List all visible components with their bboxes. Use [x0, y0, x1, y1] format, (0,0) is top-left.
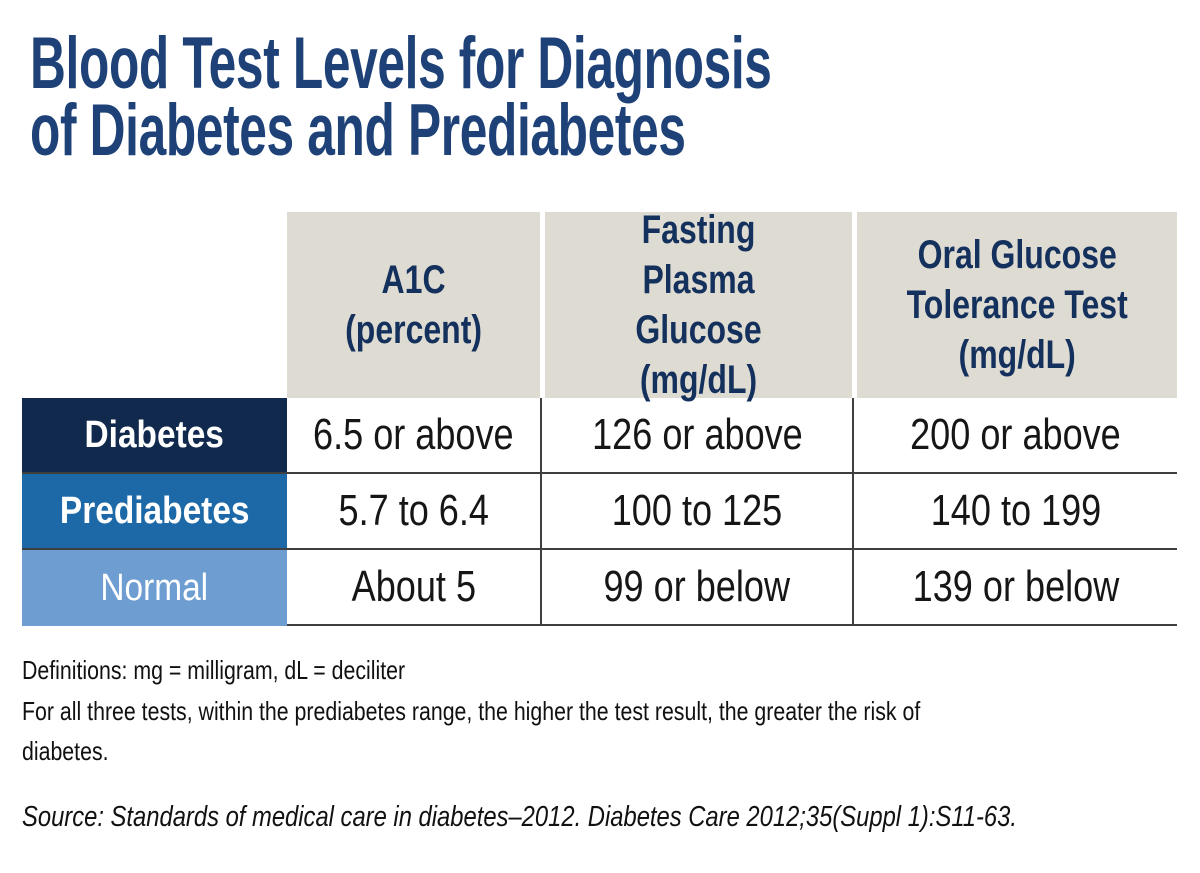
cell-normal-ogtt: 139 or below — [852, 550, 1177, 626]
cell-diabetes-ogtt: 200 or above — [852, 398, 1177, 474]
cell-diabetes-a1c: 6.5 or above — [287, 398, 540, 474]
cell-prediabetes-a1c: 5.7 to 6.4 — [287, 474, 540, 550]
cell-normal-ogtt-value: 139 or below — [912, 562, 1119, 611]
prediabetes-range-note-text: For all three tests, within the prediabe… — [22, 696, 921, 766]
column-header-ogtt-label: Oral Glucose Tolerance Test (mg/dL) — [906, 233, 1128, 377]
cell-diabetes-ogtt-value: 200 or above — [910, 410, 1121, 459]
source-citation-text: Source: Standards of medical care in dia… — [22, 801, 1017, 833]
column-header-a1c: A1C (percent) — [287, 212, 540, 398]
cell-normal-a1c-value: About 5 — [351, 562, 476, 611]
cell-prediabetes-a1c-value: 5.7 to 6.4 — [338, 486, 489, 535]
row-header-diabetes: Diabetes — [22, 398, 287, 474]
cell-normal-a1c: About 5 — [287, 550, 540, 626]
cell-normal-fpg: 99 or below — [540, 550, 852, 626]
row-header-diabetes-label: Diabetes — [84, 413, 225, 456]
cell-prediabetes-ogtt-value: 140 to 199 — [930, 486, 1101, 535]
cell-diabetes-fpg-value: 126 or above — [591, 410, 803, 459]
row-header-prediabetes: Prediabetes — [22, 474, 287, 550]
table-corner-cell — [22, 212, 287, 398]
cell-normal-fpg-value: 99 or below — [603, 562, 791, 611]
column-header-fpg-label: Fasting Plasma Glucose (mg/dL) — [635, 208, 762, 402]
column-header-oral-glucose-tolerance-test: Oral Glucose Tolerance Test (mg/dL) — [852, 212, 1177, 398]
diagnosis-table: A1C (percent) Fasting Plasma Glucose (mg… — [22, 208, 1177, 626]
cell-prediabetes-ogtt: 140 to 199 — [852, 474, 1177, 550]
prediabetes-range-note: For all three tests, within the prediabe… — [22, 691, 1200, 771]
row-header-prediabetes-label: Prediabetes — [59, 489, 250, 532]
cell-prediabetes-fpg-value: 100 to 125 — [611, 486, 783, 535]
definitions-note-text: Definitions: mg = milligram, dL = decili… — [22, 655, 406, 685]
definitions-note: Definitions: mg = milligram, dL = decili… — [22, 650, 1200, 690]
source-citation: Source: Standards of medical care in dia… — [22, 797, 1200, 837]
column-header-fasting-plasma-glucose: Fasting Plasma Glucose (mg/dL) — [540, 208, 852, 402]
cell-diabetes-fpg: 126 or above — [540, 398, 852, 474]
row-header-normal-label: Normal — [100, 566, 209, 609]
row-header-normal: Normal — [22, 550, 287, 626]
page-title: Blood Test Levels for Diagnosis of Diabe… — [30, 23, 772, 171]
cell-prediabetes-fpg: 100 to 125 — [540, 474, 852, 550]
column-header-a1c-label: A1C (percent) — [345, 258, 482, 352]
cell-diabetes-a1c-value: 6.5 or above — [313, 410, 514, 459]
